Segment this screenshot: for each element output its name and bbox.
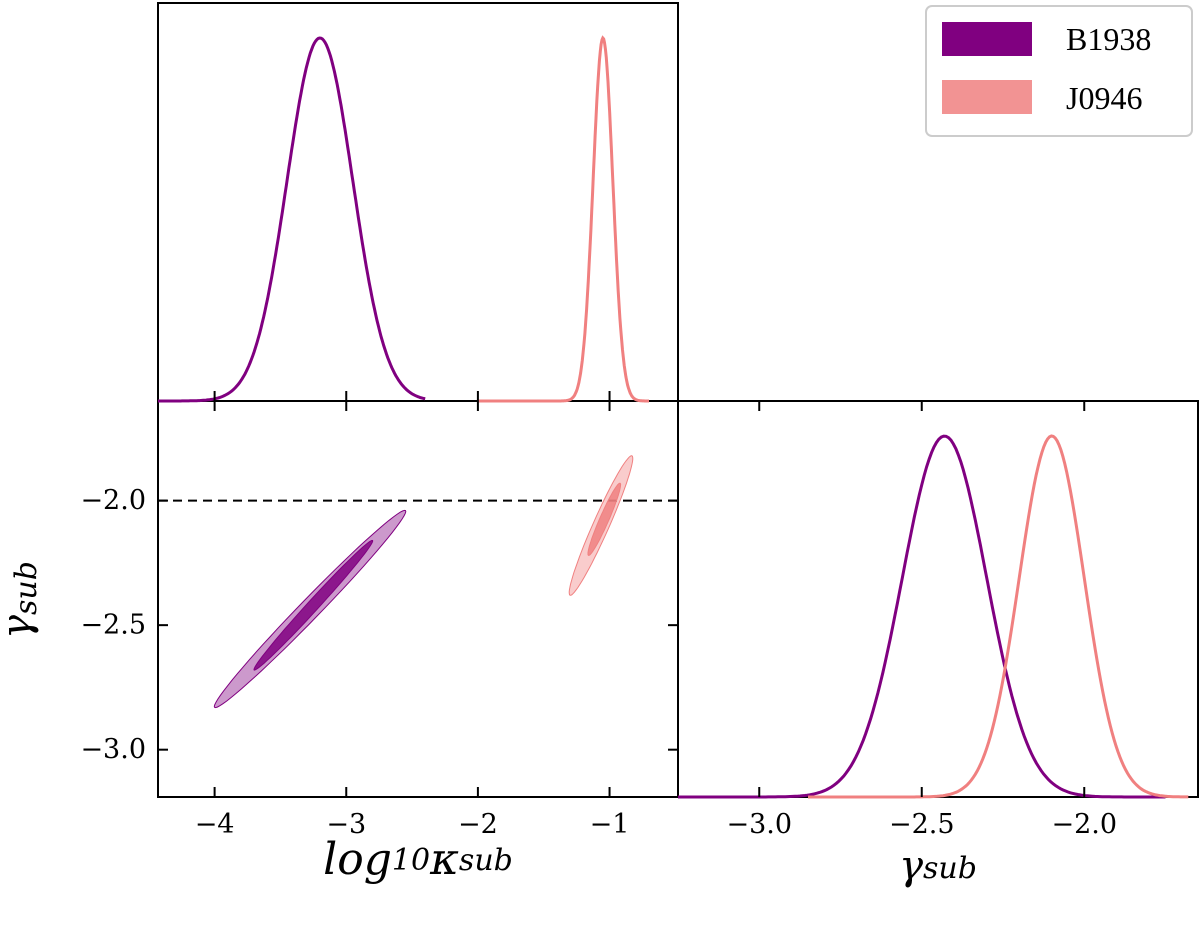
kappa-x-tick-label-1: −3 [326, 809, 366, 840]
y-axis-title-gamma: γsub [0, 561, 44, 639]
gamma-marginal-curves [678, 434, 1189, 799]
contour-68-j0946 [587, 482, 622, 556]
gamma-y-tick-label-1: −2.5 [80, 610, 146, 641]
legend-label-j0946: J0946 [1066, 80, 1142, 116]
panel-joint [157, 400, 679, 798]
legend-swatch-j0946 [942, 80, 1032, 114]
gamma-x-tick-label-0: −3.0 [726, 809, 792, 840]
panel-gamma-marginal [677, 400, 1199, 798]
legend: B1938 J0946 [925, 5, 1193, 137]
gamma-x-tick-label-1: −2.5 [889, 809, 955, 840]
legend-swatch-b1938 [942, 22, 1032, 56]
gamma-marginal-j0946 [808, 434, 1189, 799]
gamma-y-tick-label-2: −3.0 [80, 734, 146, 765]
kappa-marginal-j0946 [477, 35, 649, 403]
axis-ticks: −4 −3 −2 −1 −2.0 −2.5 −3.0 −3.0 −2.5 −2.0 [80, 391, 1117, 840]
kappa-x-tick-label-0: −4 [195, 809, 235, 840]
contour-68-b1938 [253, 539, 374, 671]
x-axis-title-kappa: log10κsub [323, 834, 513, 885]
joint-contours [158, 455, 678, 709]
kappa-marginal-b1938 [158, 36, 426, 403]
gamma-y-tick-label-0: −2.0 [80, 485, 146, 516]
kappa-marginal-curves [158, 35, 649, 403]
x-axis-title-gamma: γsub [899, 843, 977, 889]
kappa-x-tick-label-3: −1 [590, 809, 630, 840]
legend-label-b1938: B1938 [1066, 21, 1151, 57]
gamma-x-tick-label-2: −2.0 [1051, 809, 1117, 840]
kappa-x-tick-label-2: −2 [458, 809, 498, 840]
gamma-marginal-b1938 [678, 434, 1166, 799]
